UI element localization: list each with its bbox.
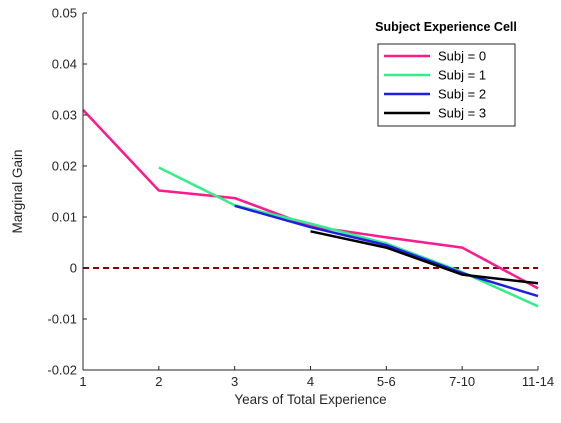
x-tick-label: 2 — [155, 374, 162, 389]
y-tick-label: 0.04 — [52, 57, 77, 72]
x-tick-label: 1 — [79, 374, 86, 389]
legend: Subject Experience Cell Subj = 0 Subj = 1… — [375, 20, 517, 127]
y-tick-label: 0.01 — [52, 210, 77, 225]
series-line-subj-0 — [82, 109, 539, 290]
y-tick-label: -0.01 — [47, 312, 77, 327]
y-tick-label: 0 — [70, 261, 77, 276]
x-tick-label: 3 — [231, 374, 238, 389]
series-line-subj-2 — [234, 204, 539, 298]
y-tick-label: 0.05 — [52, 6, 77, 21]
y-tick-label: 0.03 — [52, 108, 77, 123]
x-tick-label: 11-14 — [522, 374, 554, 389]
y-tick-label: 0.02 — [52, 159, 77, 174]
axes: Years of Total Experience Marginal Gain … — [10, 6, 554, 408]
series-line-subj-3 — [310, 230, 539, 285]
legend-label-subj-3: Subj = 3 — [438, 106, 486, 121]
legend-label-subj-0: Subj = 0 — [438, 49, 486, 64]
x-tick-label: 7-10 — [449, 374, 475, 389]
y-axis-label: Marginal Gain — [10, 149, 25, 233]
x-tick-label: 5-6 — [377, 374, 396, 389]
legend-label-subj-1: Subj = 1 — [438, 68, 486, 83]
legend-label-subj-2: Subj = 2 — [438, 87, 486, 102]
x-axis-label: Years of Total Experience — [234, 392, 386, 407]
legend-title: Subject Experience Cell — [375, 20, 517, 34]
x-tick-label: 4 — [307, 374, 314, 389]
y-tick-label: -0.02 — [47, 363, 77, 378]
plot-area — [82, 109, 539, 308]
